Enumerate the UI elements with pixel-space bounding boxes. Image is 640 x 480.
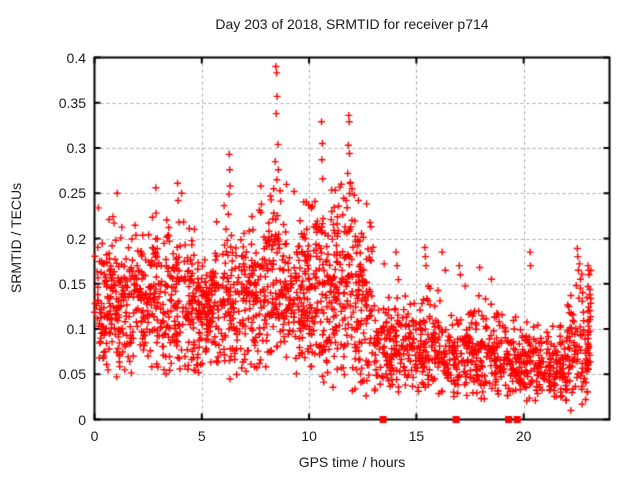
y-tick-label: 0.25 (58, 185, 86, 202)
chart-title: Day 203 of 2018, SRMTID for receiver p71… (215, 16, 489, 32)
x-tick-label: 0 (90, 427, 99, 444)
y-tick-label: 0.2 (66, 230, 86, 247)
y-tick-label: 0.35 (58, 94, 86, 111)
x-tick-label: 20 (515, 427, 532, 444)
x-axis-label: GPS time / hours (298, 454, 406, 470)
y-tick-label: 0 (78, 411, 86, 428)
y-tick-label: 0.4 (66, 49, 86, 66)
x-tick-label: 5 (197, 427, 206, 444)
x-tick-label: 15 (408, 427, 425, 444)
y-axis-label: SRMTID / TECUs (8, 182, 24, 294)
x-tick-label: 10 (301, 427, 317, 444)
y-tick-label: 0.1 (66, 321, 86, 337)
y-tick-label: 0.3 (66, 140, 86, 156)
y-tick-label: 0.15 (58, 275, 86, 292)
y-tick-label: 0.05 (58, 366, 86, 383)
